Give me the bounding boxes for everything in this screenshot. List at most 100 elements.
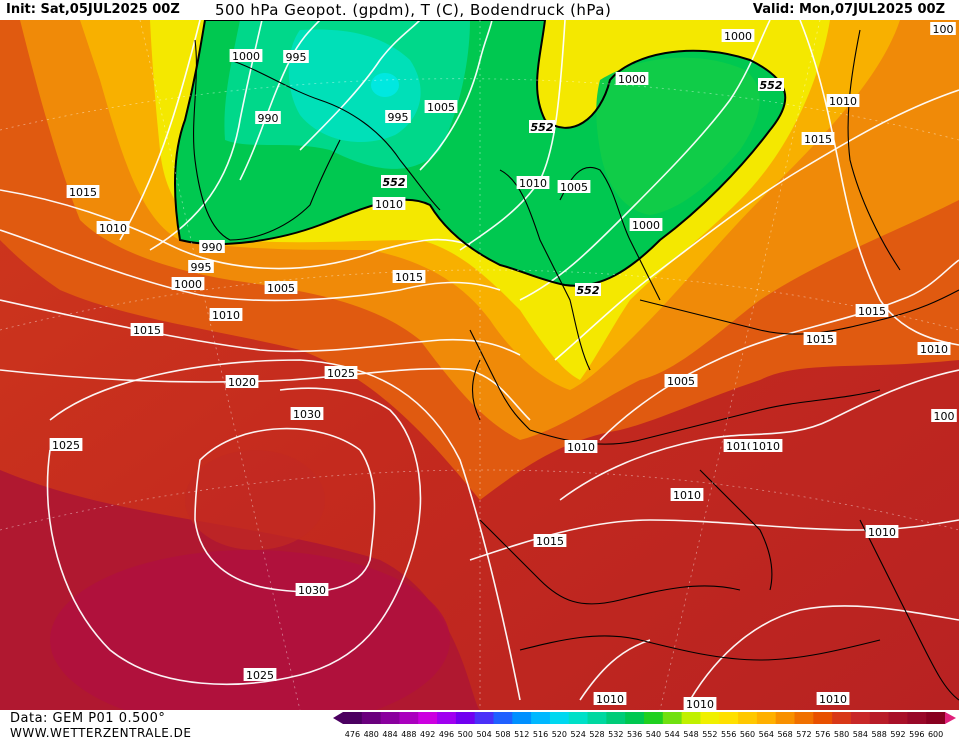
legend-swatch (832, 712, 852, 724)
legend-swatch (418, 712, 438, 724)
isobar-label: 100 (931, 409, 957, 423)
geopot-labels: 552 552 552 552 (381, 78, 784, 297)
svg-text:1025: 1025 (327, 367, 355, 380)
chart-header: Init: Sat,05JUL2025 00Z 500 hPa Geopot. … (0, 0, 959, 20)
isobar-label: 1025 (243, 668, 277, 682)
isobar-label: 1010 (749, 439, 783, 453)
geopot-label: 552 (575, 283, 601, 297)
legend-swatch (907, 712, 927, 724)
cold-low-east (596, 57, 760, 215)
svg-text:1005: 1005 (267, 282, 295, 295)
svg-text:1005: 1005 (667, 375, 695, 388)
legend-tick-label: 592 (890, 730, 905, 739)
svg-text:1010: 1010 (829, 95, 857, 108)
svg-text:1010: 1010 (673, 489, 701, 502)
legend-swatch (644, 712, 664, 724)
svg-text:1015: 1015 (858, 305, 886, 318)
legend-tick-label: 480 (364, 730, 379, 739)
svg-text:1010: 1010 (375, 198, 403, 211)
legend-tick-label: 504 (476, 730, 491, 739)
data-source: Data: GEM P01 0.500° (10, 711, 166, 726)
legend-swatch (474, 712, 494, 724)
legend-tick-label: 560 (740, 730, 755, 739)
legend-swatch (888, 712, 908, 724)
isobar-label: 1015 (801, 132, 835, 146)
svg-text:1010: 1010 (519, 177, 547, 190)
isobar-label: 1010 (96, 221, 130, 235)
high-pressure-core (50, 550, 450, 710)
legend-swatch (493, 712, 513, 724)
isobar-label: 1020 (225, 375, 259, 389)
svg-text:1025: 1025 (52, 439, 80, 452)
legend-swatch (455, 712, 476, 724)
legend-swatch (681, 712, 701, 724)
legend-tick-label: 516 (533, 730, 548, 739)
svg-text:1010: 1010 (596, 693, 624, 706)
svg-text:1010: 1010 (686, 698, 714, 710)
svg-text:552: 552 (760, 79, 783, 92)
weather-map: 1000 995 990 990 995 1000 1005 1010 1015 1015 1010… (0, 20, 959, 710)
lat-lon-grid (0, 20, 959, 710)
legend-swatch (794, 712, 814, 724)
legend-tick-label: 492 (420, 730, 435, 739)
svg-text:100: 100 (934, 410, 955, 423)
isobar-label: 1000 (629, 218, 663, 232)
legend-arrow-left (333, 712, 343, 724)
svg-text:995: 995 (286, 51, 307, 64)
svg-text:1000: 1000 (618, 73, 646, 86)
svg-text:1010: 1010 (868, 526, 896, 539)
isobar-label: 1010 (670, 488, 704, 502)
legend-swatch (587, 712, 607, 724)
isobar-label: 1000 (615, 72, 649, 86)
isobar-label: 1015 (803, 332, 837, 346)
svg-text:1005: 1005 (427, 101, 455, 114)
geopot-label: 552 (381, 175, 407, 189)
svg-text:1015: 1015 (536, 535, 564, 548)
chart-footer: Data: GEM P01 0.500° WWW.WETTERZENTRALE.… (0, 710, 959, 741)
svg-text:1030: 1030 (298, 584, 326, 597)
website: WWW.WETTERZENTRALE.DE (10, 726, 192, 740)
legend-swatch (756, 712, 777, 724)
svg-text:1020: 1020 (228, 376, 256, 389)
legend-tick-label: 500 (458, 730, 473, 739)
svg-text:1015: 1015 (395, 271, 423, 284)
svg-text:1010: 1010 (752, 440, 780, 453)
svg-text:1010: 1010 (819, 693, 847, 706)
svg-text:1015: 1015 (133, 324, 161, 337)
svg-text:1010: 1010 (567, 441, 595, 454)
isobar-label: 1010 (372, 197, 406, 211)
svg-text:1000: 1000 (232, 50, 260, 63)
isobar-label: 1010 (816, 692, 850, 706)
svg-text:1010: 1010 (212, 309, 240, 322)
svg-text:1000: 1000 (174, 278, 202, 291)
legend-tick-label: 576 (815, 730, 830, 739)
svg-text:1025: 1025 (246, 669, 274, 682)
svg-text:100: 100 (933, 23, 954, 36)
svg-text:552: 552 (383, 176, 406, 189)
legend-swatch (719, 712, 739, 724)
legend-tick-label: 532 (608, 730, 623, 739)
isobar-label: 1010 (917, 342, 951, 356)
legend-swatch (361, 712, 382, 724)
isobar-label: 1015 (855, 304, 889, 318)
isobar-label: 1010 (865, 525, 899, 539)
legend-swatch (531, 712, 551, 724)
svg-text:1030: 1030 (293, 408, 321, 421)
color-legend: 476 480 484 488 492 496 500 504 508 512 516 520 524 5… (333, 712, 956, 739)
legend-tick-label: 548 (683, 730, 698, 739)
isobar-label: 1005 (264, 281, 298, 295)
legend-tick-label: 584 (853, 730, 868, 739)
legend-tick-label: 552 (702, 730, 717, 739)
svg-text:1015: 1015 (806, 333, 834, 346)
legend-swatch (568, 712, 589, 724)
legend-tick-label: 540 (646, 730, 661, 739)
isobar-label: 1010 (564, 440, 598, 454)
valid-time: Valid: Mon,07JUL2025 00Z (752, 2, 945, 17)
svg-text:1010: 1010 (726, 440, 754, 453)
svg-text:552: 552 (531, 121, 554, 134)
legend-tick-label: 476 (345, 730, 360, 739)
isobar-label: 1000 (229, 49, 263, 63)
legend-tick-label: 564 (759, 730, 774, 739)
legend-tick-label: 496 (439, 730, 454, 739)
